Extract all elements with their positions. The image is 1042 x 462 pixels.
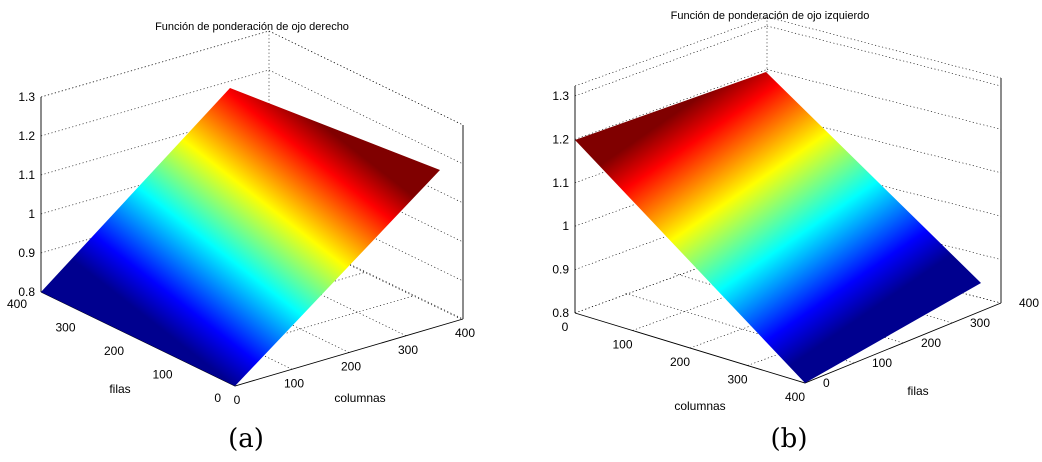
z-tick-label: 0.9 (552, 263, 569, 277)
z-tick-label: 0.8 (18, 285, 35, 299)
grid-line (574, 25, 768, 97)
z-tick-label: 1.2 (552, 132, 569, 146)
x-tick-label: 0 (562, 320, 569, 334)
x-axis-label: columnas (674, 399, 725, 413)
grid-line (766, 25, 1002, 87)
y-tick-label: 300 (970, 316, 990, 330)
x-axis-label: columnas (334, 391, 385, 405)
x-tick-label: 0 (234, 393, 241, 407)
z-tick-label: 1.2 (18, 129, 35, 143)
x-tick-label: 100 (284, 376, 304, 390)
y-tick-label: 100 (152, 368, 172, 382)
x-tick-label: 300 (727, 373, 747, 387)
z-tick-label: 1.1 (18, 168, 35, 182)
grid-line (268, 30, 464, 126)
z-tick-label: 1.3 (18, 90, 35, 104)
y-tick-label: 0 (214, 391, 221, 405)
y-tick-label: 100 (872, 356, 892, 370)
y-tick-label: 200 (921, 336, 941, 350)
panel-label: (a) (228, 424, 264, 454)
y-tick-label: 400 (7, 297, 27, 311)
surface-plot (575, 72, 981, 383)
grid-line (40, 30, 270, 98)
z-tick-label: 0.8 (552, 306, 569, 320)
y-axis-label: filas (907, 384, 928, 398)
y-tick-label: 0 (823, 376, 830, 390)
x-tick-label: 400 (455, 326, 475, 340)
z-tick-label: 1.3 (552, 89, 569, 103)
chart-title: Función de ponderación de ojo derecho (155, 21, 349, 33)
z-tick-label: 0.9 (18, 246, 35, 260)
grid-line (766, 69, 1002, 130)
y-tick-label: 400 (1019, 296, 1039, 310)
x-tick-label: 300 (398, 343, 418, 357)
x-tick-label: 200 (670, 355, 690, 369)
y-axis-label: filas (109, 382, 130, 396)
chart-title: Función de ponderación de ojo izquierdo (671, 10, 870, 22)
chart-panel-right-eye: 0.8 0.9 1 1.1 1.2 1.3 0 100 200 300 400 0 100 200 300 4… (7, 21, 475, 454)
panel-label: (b) (771, 424, 808, 454)
z-tick-label: 1 (28, 207, 35, 221)
x-tick-label: 200 (341, 360, 361, 374)
z-tick-label: 1.1 (552, 176, 569, 190)
y-tick-label: 200 (104, 344, 124, 358)
x-tick-label: 400 (785, 390, 805, 404)
surface-plot (41, 88, 440, 386)
z-tick-label: 1 (562, 219, 569, 233)
x-tick-label: 100 (612, 338, 632, 352)
grid-line (574, 69, 768, 140)
y-tick-label: 300 (55, 321, 75, 335)
chart-panel-left-eye: 0.8 0.9 1 1.1 1.2 1.3 0 100 200 300 400 0 100 200 300 4… (552, 10, 1039, 454)
